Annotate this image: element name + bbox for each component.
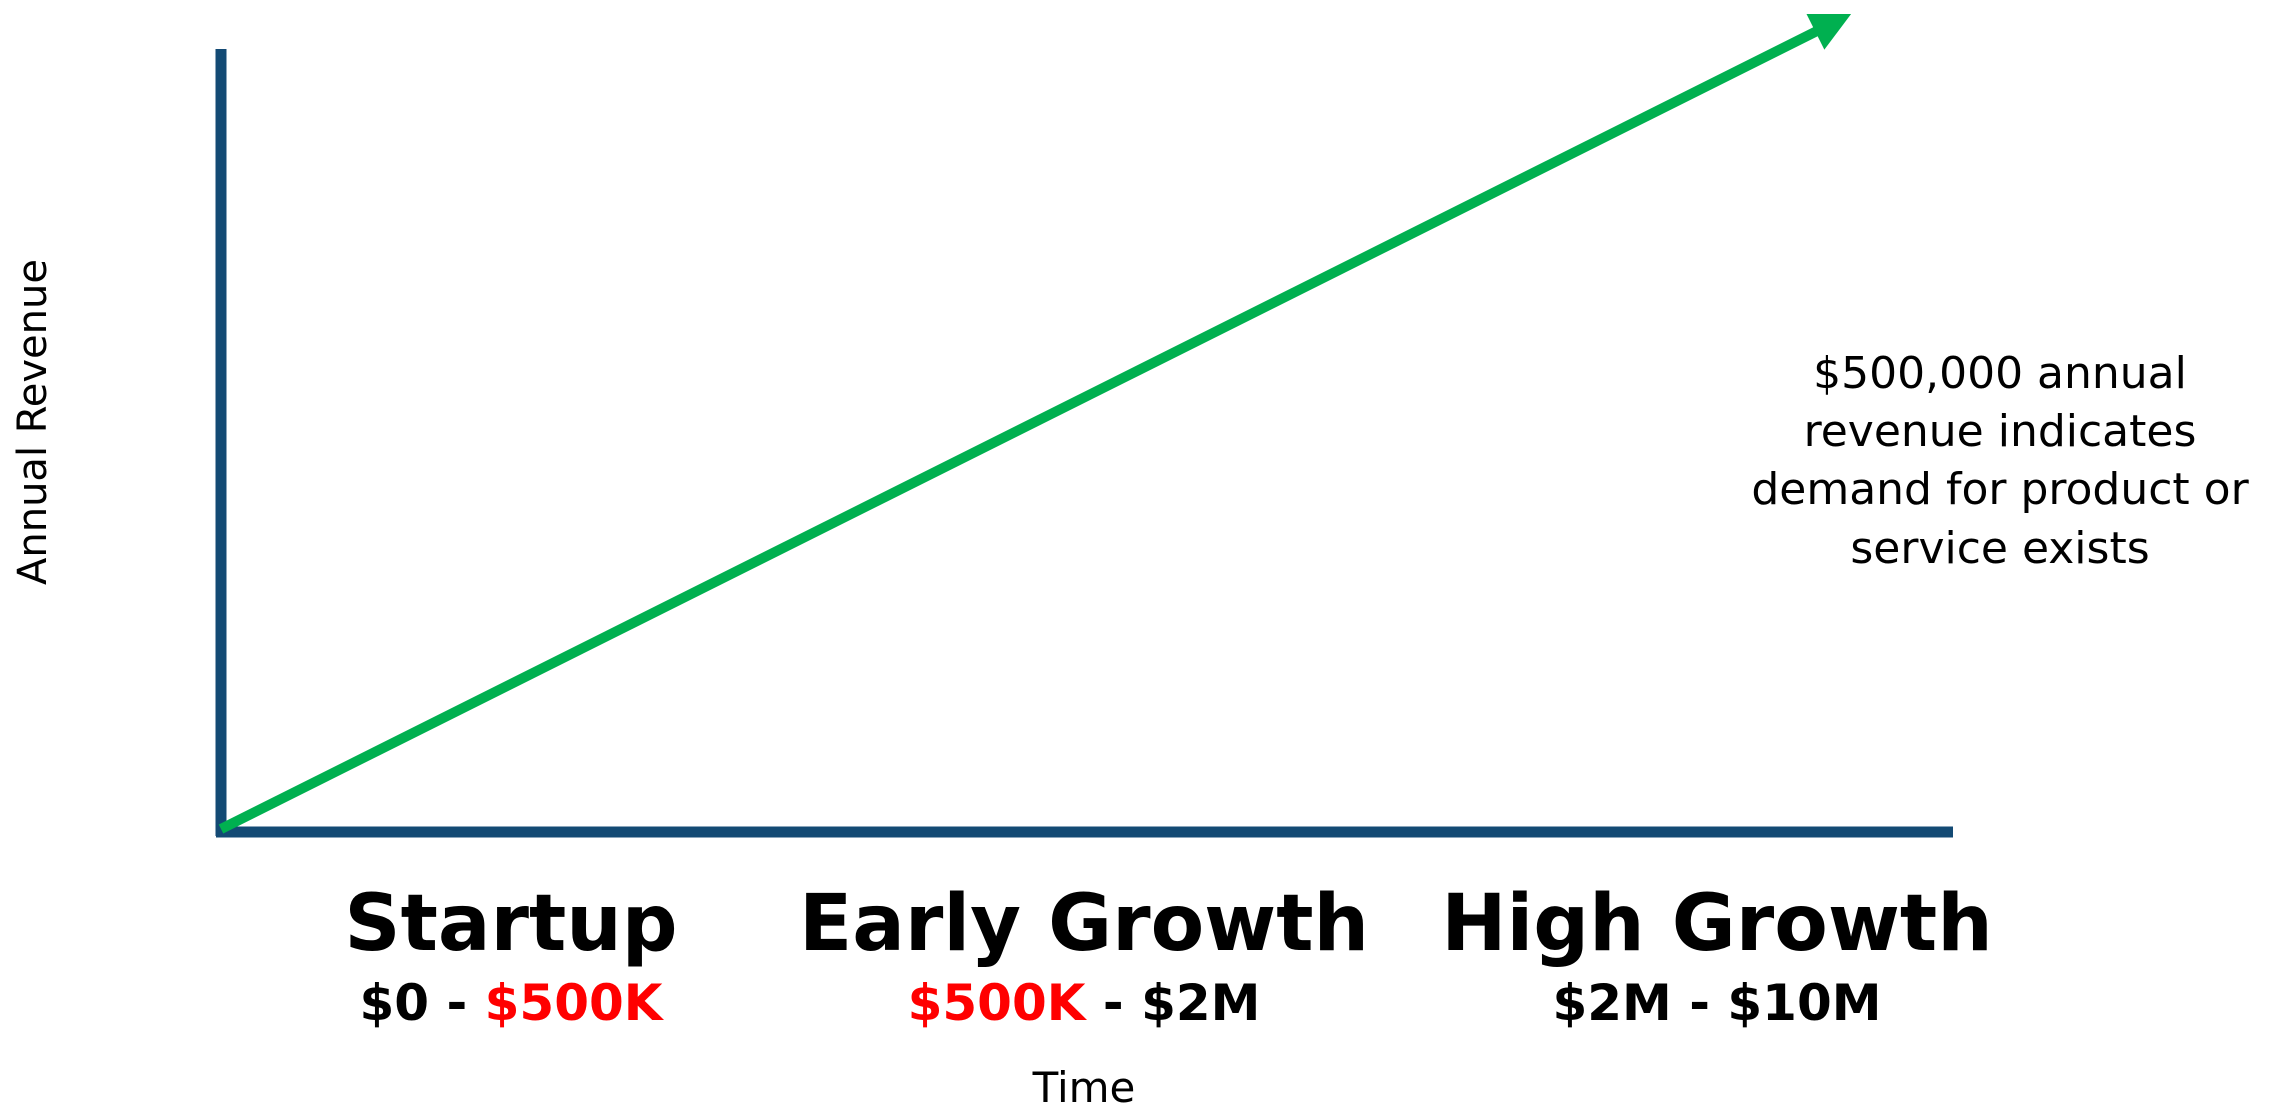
stage-range: $500K - $2M xyxy=(908,974,1261,1032)
annotation-line: demand for product or xyxy=(1751,464,2249,515)
range-part: $0 xyxy=(359,974,429,1032)
annotation-line: revenue indicates xyxy=(1804,406,2197,457)
stage-range: $2M - $10M xyxy=(1552,974,1881,1032)
stage-name: High Growth xyxy=(1441,879,1992,969)
x-axis-label: Time xyxy=(1032,1063,1136,1112)
y-axis-label: Annual Revenue xyxy=(10,259,56,585)
annotation-line: $500,000 annual xyxy=(1813,348,2187,399)
stage-name: Early Growth xyxy=(799,879,1369,969)
range-part: $10M xyxy=(1727,974,1881,1032)
stage-range: $0 - $500K xyxy=(359,974,664,1032)
growth-arrow xyxy=(218,13,1852,834)
range-part: - xyxy=(429,974,485,1032)
stage-name: Startup xyxy=(344,879,677,969)
range-part: $500K xyxy=(485,974,665,1032)
range-part: $2M xyxy=(1141,974,1260,1032)
range-part: $2M xyxy=(1552,974,1671,1032)
range-part: - xyxy=(1085,974,1141,1032)
annotation-line: service exists xyxy=(1850,523,2149,574)
range-part: - xyxy=(1672,974,1728,1032)
range-part: $500K xyxy=(908,974,1088,1032)
